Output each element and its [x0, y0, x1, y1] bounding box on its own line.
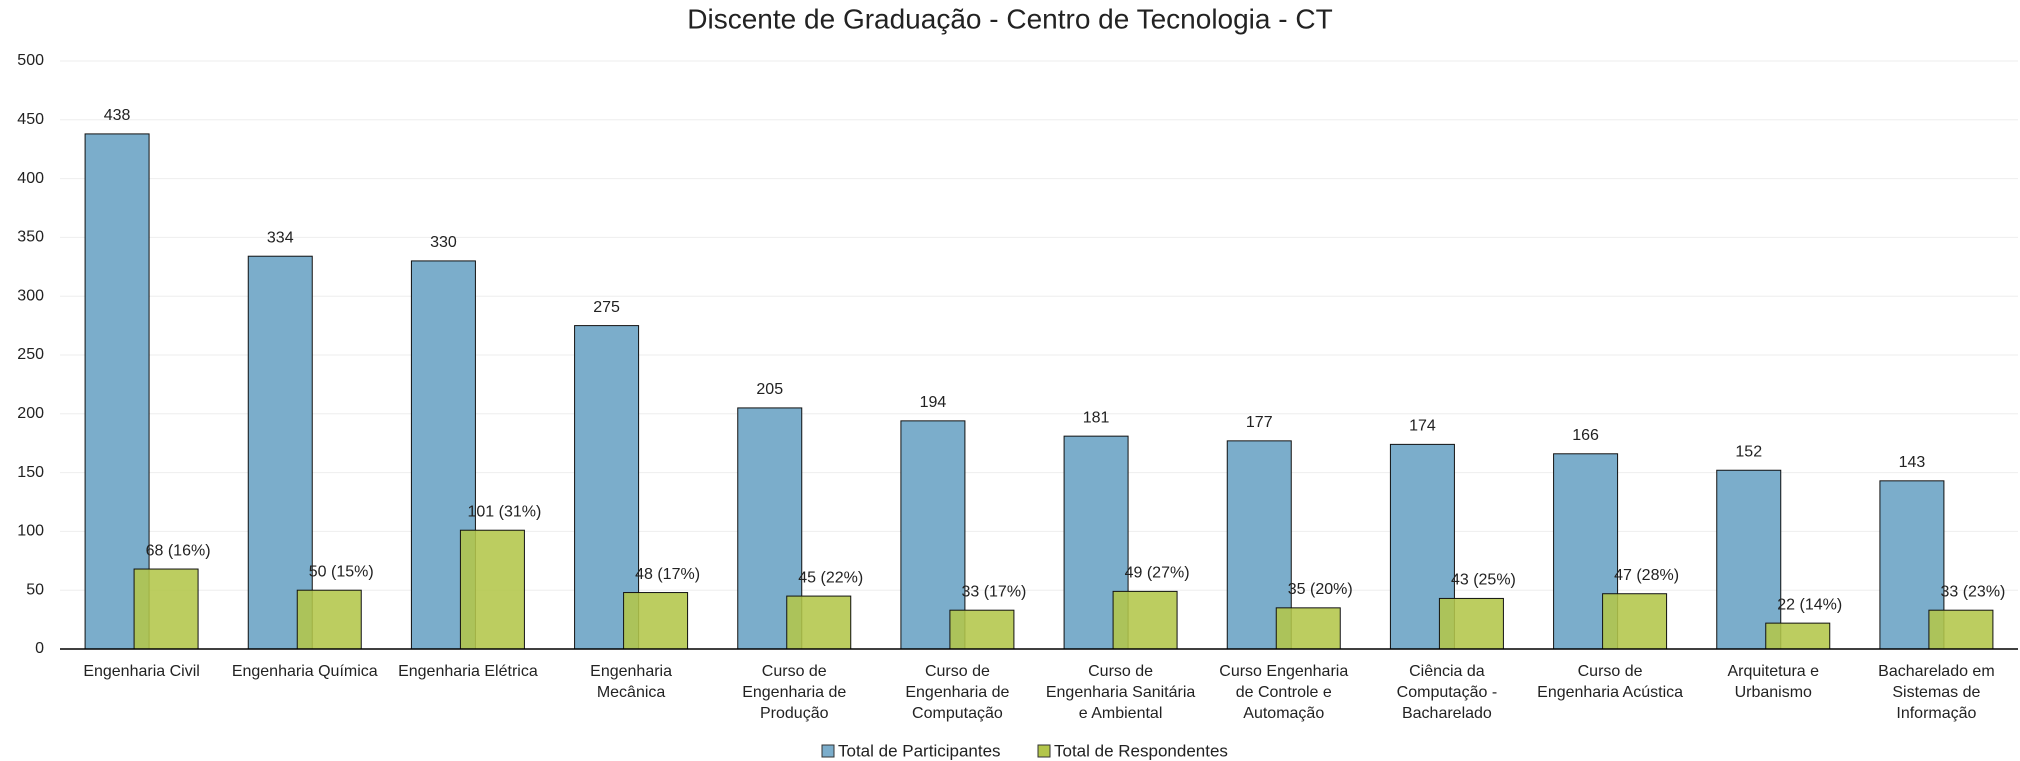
y-tick-label: 400 — [17, 170, 44, 187]
bar — [459, 529, 525, 650]
x-tick-label: Bacharelado em Sistemas de Informação — [1878, 663, 1995, 722]
data-label: 68 (16%) — [146, 542, 211, 559]
data-label: 45 (22%) — [798, 569, 863, 586]
data-label: 48 (17%) — [635, 566, 700, 583]
y-tick-label: 50 — [26, 581, 44, 598]
data-label: 101 (31%) — [468, 503, 542, 520]
legend-swatch — [1037, 744, 1051, 758]
bar — [133, 568, 199, 650]
data-label: 177 — [1246, 414, 1273, 431]
x-tick-label: Engenharia Química — [231, 663, 378, 680]
data-label: 205 — [756, 381, 783, 398]
legend-swatch — [821, 744, 835, 758]
data-label: 43 (25%) — [1451, 572, 1516, 589]
y-tick-label: 0 — [35, 640, 44, 657]
chart-title: Discente de Graduação - Centro de Tecnol… — [687, 3, 1332, 34]
y-tick-label: 150 — [17, 464, 44, 481]
legend-label: Total de Respondentes — [1054, 741, 1228, 760]
bar — [1602, 593, 1668, 650]
x-tick-label: Curso de Engenharia de Produção — [742, 663, 847, 722]
y-tick-label: 100 — [17, 523, 44, 540]
y-tick-label: 500 — [17, 52, 44, 69]
data-label: 174 — [1409, 418, 1436, 435]
data-label: 194 — [920, 394, 947, 411]
data-label: 33 (17%) — [961, 583, 1026, 600]
data-label: 143 — [1899, 454, 1926, 471]
data-label: 22 (14%) — [1777, 596, 1842, 613]
x-tick-label: Curso de Engenharia de Computação — [905, 663, 1010, 722]
data-label: 50 (15%) — [309, 563, 374, 580]
y-tick-label: 450 — [17, 111, 44, 128]
data-label: 330 — [430, 234, 457, 251]
data-label: 33 (23%) — [1940, 583, 2005, 600]
data-label: 438 — [104, 107, 131, 124]
data-label: 35 (20%) — [1288, 581, 1353, 598]
x-tick-label: Engenharia Mecânica — [590, 663, 672, 701]
x-tick-label: Arquitetura e Urbanismo — [1727, 663, 1820, 701]
legend-label: Total de Participantes — [838, 741, 1001, 760]
data-label: 181 — [1083, 409, 1110, 426]
x-tick-label: Curso de Engenharia Sanitária e Ambienta… — [1045, 663, 1196, 722]
bar — [1928, 609, 1994, 650]
x-tick-label: Curso de Engenharia Acústica — [1537, 663, 1684, 701]
bar — [247, 255, 313, 650]
data-label: 49 (27%) — [1125, 565, 1190, 582]
x-tick-label: Ciência da Computação - Bacharelado — [1396, 663, 1498, 722]
y-tick-label: 200 — [17, 405, 44, 422]
y-tick-label: 300 — [17, 287, 44, 304]
y-tick-label: 250 — [17, 346, 44, 363]
bar — [84, 133, 150, 650]
x-tick-label: Engenharia Civil — [83, 663, 200, 680]
bar — [1438, 597, 1504, 650]
data-label: 152 — [1735, 443, 1762, 460]
y-tick-label: 350 — [17, 229, 44, 246]
bar — [1716, 469, 1782, 650]
bar — [623, 592, 689, 650]
data-label: 334 — [267, 229, 294, 246]
data-label: 47 (28%) — [1614, 567, 1679, 584]
bar — [1765, 622, 1831, 650]
bar — [296, 589, 362, 650]
bar — [949, 609, 1015, 650]
x-tick-label: Curso Engenharia de Controle e Automação — [1219, 663, 1349, 722]
bar — [786, 595, 852, 650]
bar — [1275, 607, 1341, 650]
x-tick-label: Engenharia Elétrica — [398, 663, 538, 680]
data-label: 166 — [1572, 427, 1599, 444]
bar — [1112, 590, 1178, 650]
data-label: 275 — [593, 299, 620, 316]
